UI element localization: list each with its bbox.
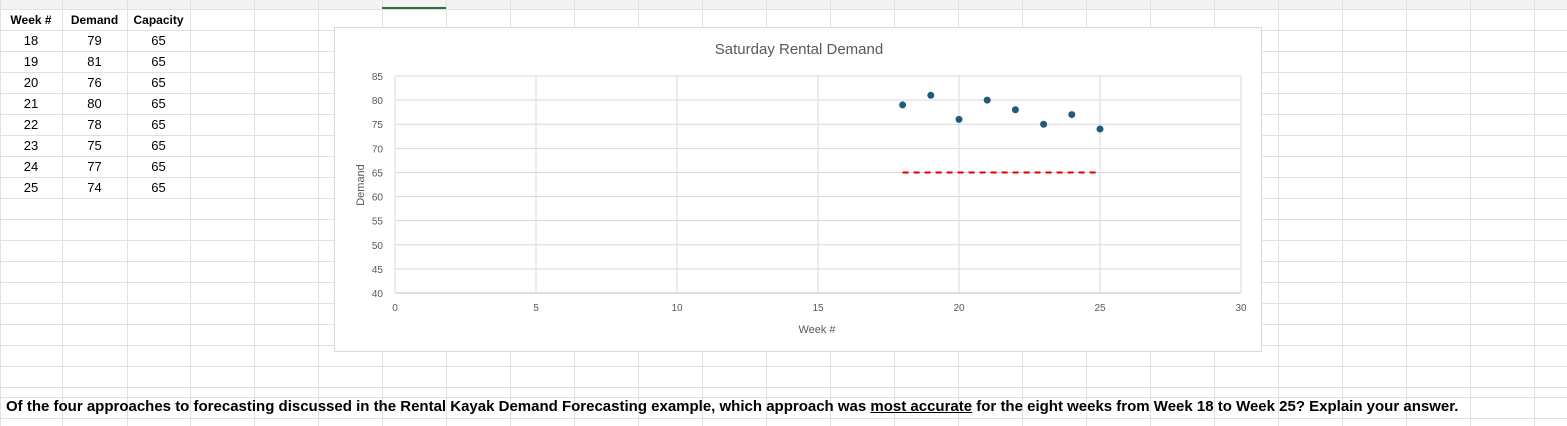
y-tick-label: 65: [372, 168, 384, 179]
table-cell-capacity[interactable]: 65: [151, 75, 166, 90]
table-cell-capacity[interactable]: 65: [151, 138, 166, 153]
question-text: Of the four approaches to forecasting di…: [6, 397, 1566, 417]
column-header-week[interactable]: Week #: [10, 13, 52, 27]
x-tick-label: 0: [392, 303, 398, 314]
y-tick-label: 45: [372, 265, 384, 276]
y-tick-label: 70: [372, 144, 384, 155]
y-tick-label: 85: [372, 72, 384, 83]
x-tick-label: 5: [533, 303, 539, 314]
table-cell-demand[interactable]: 81: [87, 54, 102, 69]
chart-title: Saturday Rental Demand: [715, 41, 883, 58]
y-tick-label: 60: [372, 193, 384, 204]
x-tick-label: 30: [1235, 303, 1247, 314]
y-tick-label: 40: [372, 289, 384, 300]
y-tick-label: 55: [372, 217, 384, 228]
chart-tick-labels: 40 45 50 55 60 65 70 75 80 85 0 5 10 15 20 25 30: [372, 72, 1247, 314]
y-tick-label: 75: [372, 120, 384, 131]
x-tick-label: 15: [812, 303, 824, 314]
table-cell-demand[interactable]: 78: [87, 117, 102, 132]
question-emphasis: most accurate: [870, 398, 973, 415]
table-cell-capacity[interactable]: 65: [151, 96, 166, 111]
x-tick-label: 25: [1094, 303, 1106, 314]
demand-point: [1068, 111, 1076, 119]
table-cell-capacity[interactable]: 65: [151, 117, 166, 132]
table-cell-demand[interactable]: 76: [87, 75, 102, 90]
table-cell-week[interactable]: 24: [23, 159, 39, 174]
x-axis-title: Week #: [798, 324, 836, 336]
chart-plot: Saturday Rental Demand 40455055606570758…: [355, 41, 1247, 336]
demand-point: [899, 101, 907, 109]
table-cell-capacity[interactable]: 65: [151, 54, 166, 69]
table-cell-demand[interactable]: 80: [87, 96, 102, 111]
x-tick-label: 10: [671, 303, 683, 314]
y-axis-title: Demand: [355, 164, 367, 206]
table-cell-week[interactable]: 25: [23, 180, 39, 195]
demand-point: [1011, 106, 1019, 114]
question-text-start: Of the four approaches to forecasting di…: [6, 398, 871, 415]
table-cell-demand[interactable]: 77: [87, 159, 102, 174]
table-cell-week[interactable]: 19: [23, 54, 39, 69]
chart-marks: [899, 91, 1104, 174]
table-cell-capacity[interactable]: 65: [151, 159, 166, 174]
table-cell-week[interactable]: 21: [23, 96, 39, 111]
table-cell-capacity[interactable]: 65: [151, 180, 166, 195]
table-cell-demand[interactable]: 75: [87, 138, 102, 153]
scatter-chart[interactable]: Saturday Rental Demand 40 45 50 55 60 65 70 75 8…: [334, 27, 1262, 352]
column-header-demand[interactable]: Demand: [70, 13, 119, 27]
demand-point: [955, 115, 963, 123]
chart-gridlines: [394, 75, 1242, 294]
demand-point: [927, 91, 935, 99]
column-header-capacity[interactable]: Capacity: [133, 13, 184, 27]
table-cell-week[interactable]: 22: [23, 117, 39, 132]
table-cell-capacity[interactable]: 65: [151, 33, 166, 48]
demand-point: [983, 96, 991, 104]
y-tick-label: 80: [372, 96, 384, 107]
table-cell-week[interactable]: 23: [23, 138, 39, 153]
demand-point: [1096, 125, 1104, 133]
table-cell-week[interactable]: 18: [23, 33, 39, 48]
table-cell-demand[interactable]: 79: [87, 33, 102, 48]
table-cell-demand[interactable]: 74: [87, 180, 102, 195]
y-tick-label: 50: [372, 241, 384, 252]
table-cell-week[interactable]: 20: [23, 75, 39, 90]
question-text-end: for the eight weeks from Week 18 to Week…: [972, 398, 1459, 415]
demand-point: [1040, 120, 1048, 128]
x-tick-label: 20: [953, 303, 965, 314]
